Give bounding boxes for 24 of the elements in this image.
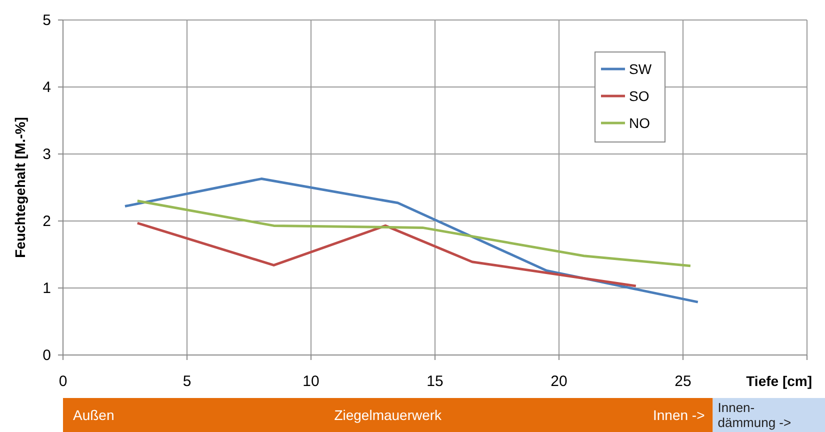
x-tick-label: 15 (426, 373, 444, 390)
x-tick-label: 25 (674, 373, 692, 390)
text: Innen -> (652, 407, 705, 423)
x-tick-label: 5 (182, 373, 192, 390)
legend-label: SO (629, 88, 650, 104)
y-tick-label: 5 (42, 12, 51, 29)
x-tick-label: 10 (302, 373, 320, 390)
y-axis-title: Feuchtegehalt [M.-%] (12, 117, 28, 258)
text: Außen (73, 407, 114, 423)
y-tick-label: 1 (42, 280, 51, 297)
legend-label: SW (629, 61, 652, 77)
legend-label: NO (629, 115, 650, 131)
x-axis-title: Tiefe [cm] (746, 373, 812, 389)
text: Innen-dämmung -> (718, 400, 792, 430)
line-series (136, 200, 692, 268)
y-tick-label: 0 (42, 347, 51, 364)
text: Ziegelmauerwerk (334, 407, 443, 423)
x-tick-label: 0 (58, 373, 68, 390)
y-tick-label: 3 (42, 146, 51, 163)
y-tick-label: 4 (42, 79, 51, 96)
x-tick-label: 20 (550, 373, 568, 390)
y-tick-label: 2 (42, 213, 51, 230)
line-series (124, 178, 700, 304)
line-series (136, 222, 638, 288)
